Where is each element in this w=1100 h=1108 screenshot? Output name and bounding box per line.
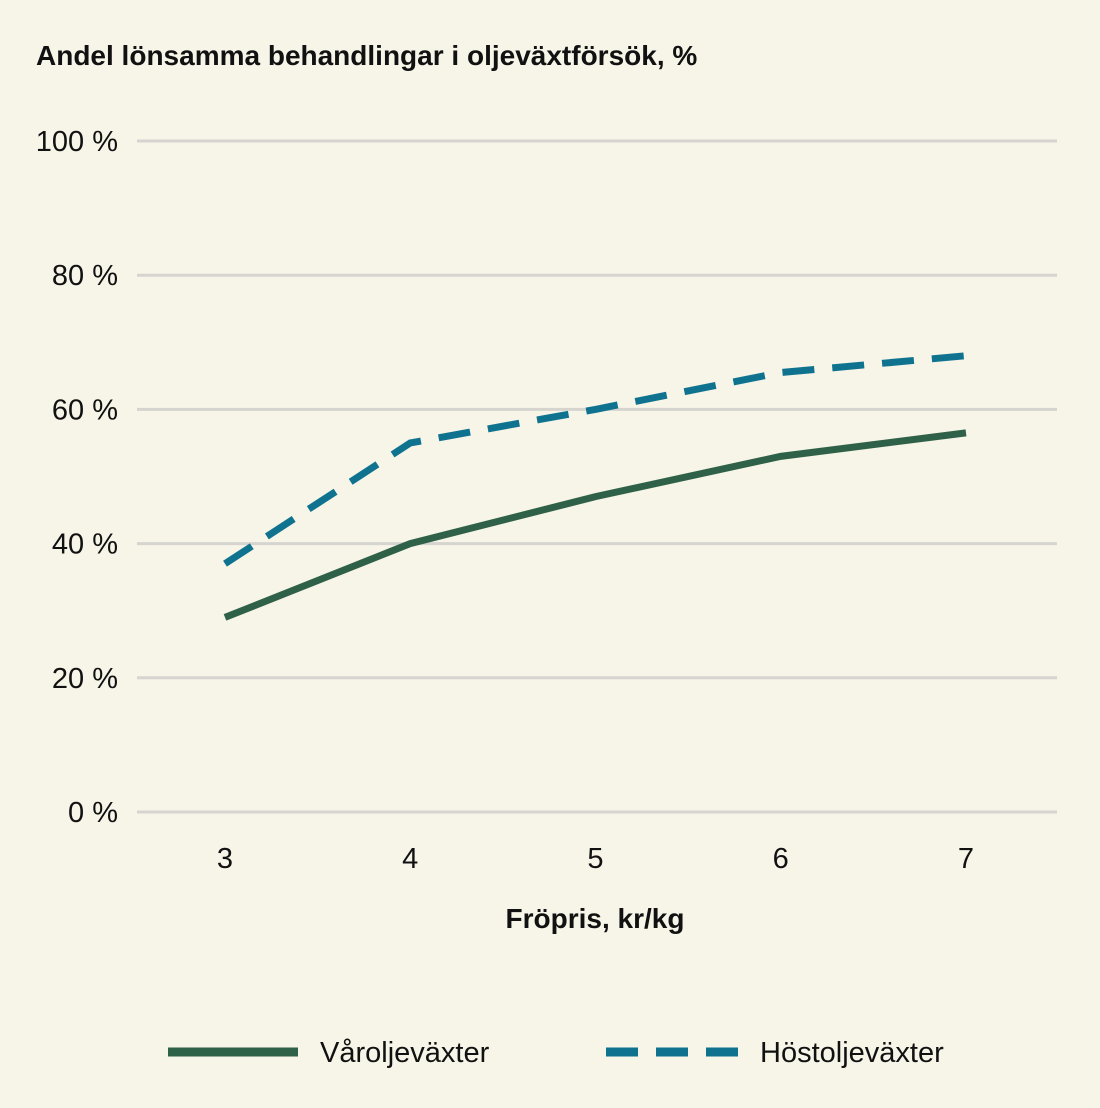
gridlines <box>137 139 1057 814</box>
y-tick-label: 40 % <box>52 529 118 561</box>
x-tick-label: 7 <box>958 843 974 875</box>
chart-title: Andel lönsamma behandlingar i oljeväxtfö… <box>36 40 697 71</box>
series-line-1 <box>223 429 967 621</box>
series-lines <box>223 352 967 621</box>
y-tick-label: 80 % <box>52 260 118 292</box>
x-tick-label: 3 <box>217 843 233 875</box>
x-tick-label: 5 <box>587 843 603 875</box>
y-tick-label: 0 % <box>68 797 118 829</box>
x-axis-tick-labels: 3 4 5 6 7 <box>217 843 974 875</box>
x-tick-label: 4 <box>402 843 418 875</box>
y-tick-label: 60 % <box>52 394 118 426</box>
y-axis-tick-labels: 0 % 20 % 40 % 60 % 80 % 100 % <box>36 126 118 829</box>
legend-label-1: Våroljeväxter <box>320 1037 490 1069</box>
series-line-2 <box>223 352 967 567</box>
x-tick-label: 6 <box>773 843 789 875</box>
legend: Våroljeväxter Höstoljeväxter <box>168 1037 944 1069</box>
x-axis-label: Fröpris, kr/kg <box>506 903 685 934</box>
y-tick-label: 100 % <box>36 126 118 158</box>
legend-label-2: Höstoljeväxter <box>760 1037 944 1069</box>
y-tick-label: 20 % <box>52 663 118 695</box>
